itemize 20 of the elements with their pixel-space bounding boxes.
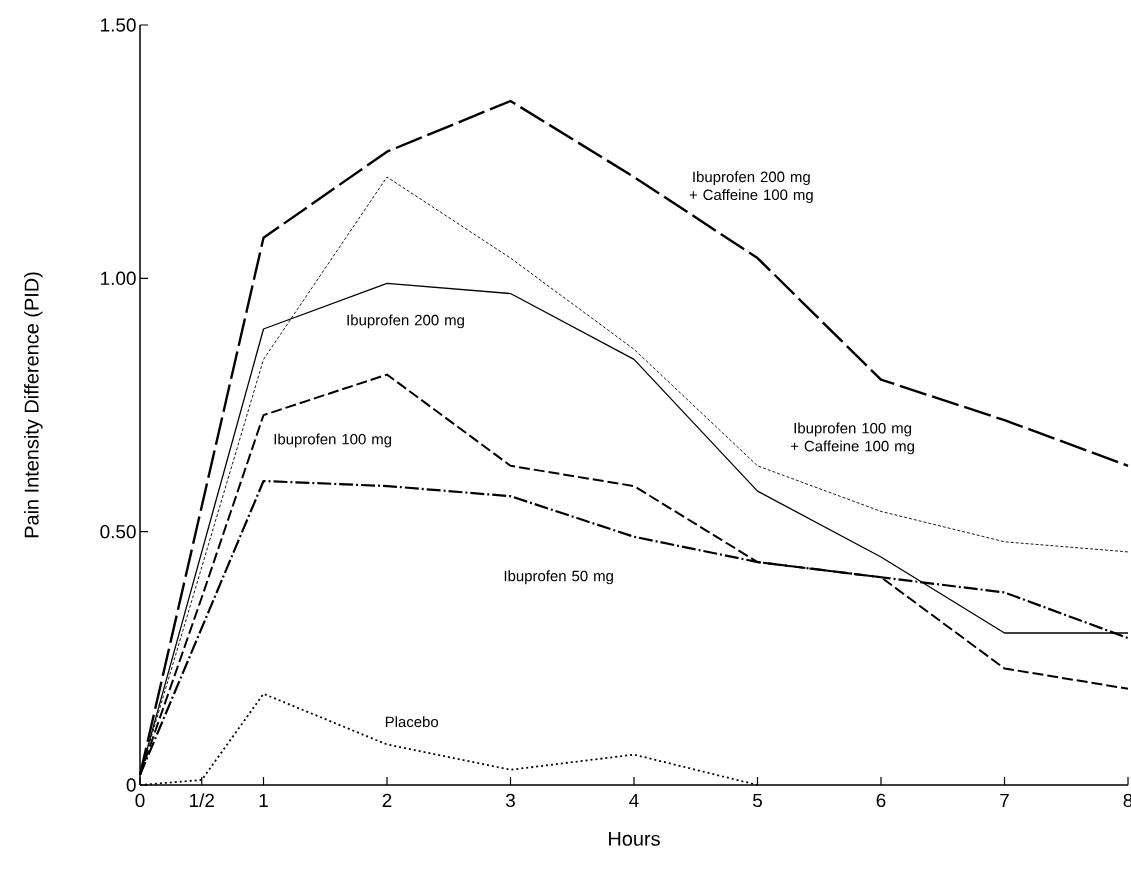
series-label: Ibuprofen 200 mg [347, 314, 464, 329]
x-tick-label: 7 [1000, 793, 1009, 807]
x-tick-label: 1/2 [190, 793, 214, 808]
series-label: Ibuprofen 100 mg + Caffeine 100 mg [790, 422, 914, 455]
y-tick-label: 0 [126, 778, 136, 792]
x-tick-label: 4 [629, 793, 639, 807]
y-axis-title: Pain Intensity Difference (PID) [24, 272, 43, 538]
x-tick-label: 6 [876, 793, 886, 808]
y-tick-label: 1.50 [101, 18, 136, 32]
x-tick-label: 3 [505, 793, 515, 808]
x-tick-label: 1 [259, 793, 268, 807]
series-label: Ibuprofen 100 mg [274, 433, 392, 448]
x-axis-title: Hours [609, 831, 660, 846]
x-tick-label: 5 [752, 793, 762, 808]
text: Ibuprofen 50 mg [504, 570, 613, 585]
y-tick-label: 1.00 [101, 271, 136, 286]
series-label: Placebo [385, 716, 439, 728]
y-tick-label: 0.50 [100, 524, 136, 539]
series-label: Ibuprofen 200 mg + Caffeine 100 mg [689, 171, 813, 204]
x-tick-label: 2 [382, 793, 392, 807]
